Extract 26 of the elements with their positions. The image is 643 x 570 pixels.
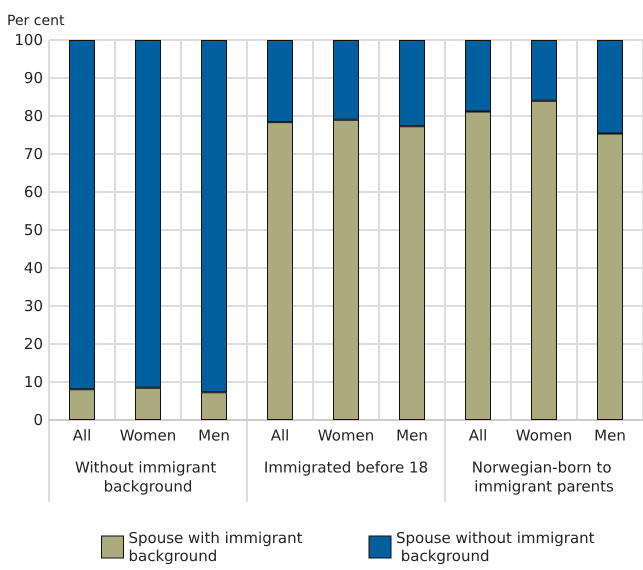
x-tick-label: Men [396, 426, 428, 444]
legend-label: Spouse without immigrant background [396, 529, 595, 565]
y-tick-label: 100 [14, 31, 43, 49]
x-tick-label: All [72, 426, 92, 444]
y-tick-label: 10 [24, 373, 43, 391]
x-tick-label: Men [594, 426, 626, 444]
legend-label: Spouse with immigrant background [128, 529, 308, 565]
y-tick-label: 70 [24, 145, 43, 163]
y-tick-label: 30 [24, 297, 43, 315]
y-axis-title: Per cent [7, 13, 65, 29]
x-tick-label: Women [120, 426, 176, 444]
x-tick-label: Women [516, 426, 572, 444]
y-tick-label: 80 [24, 107, 43, 125]
x-tick-label: Women [318, 426, 374, 444]
y-tick-label: 50 [24, 221, 43, 239]
y-tick-label: 40 [24, 259, 43, 277]
text: Immigrated before 18 [264, 458, 428, 476]
text: Norwegian-born to immigrant parents [472, 458, 616, 496]
x-tick-label: All [270, 426, 290, 444]
x-tick-label: Men [198, 426, 230, 444]
y-tick-label: 90 [24, 69, 43, 87]
y-tick-label: 60 [24, 183, 43, 201]
y-tick-label: 20 [24, 335, 43, 353]
x-tick-label: All [468, 426, 488, 444]
text: Without immigrant background [75, 458, 221, 496]
y-tick-label: 0 [33, 411, 43, 429]
